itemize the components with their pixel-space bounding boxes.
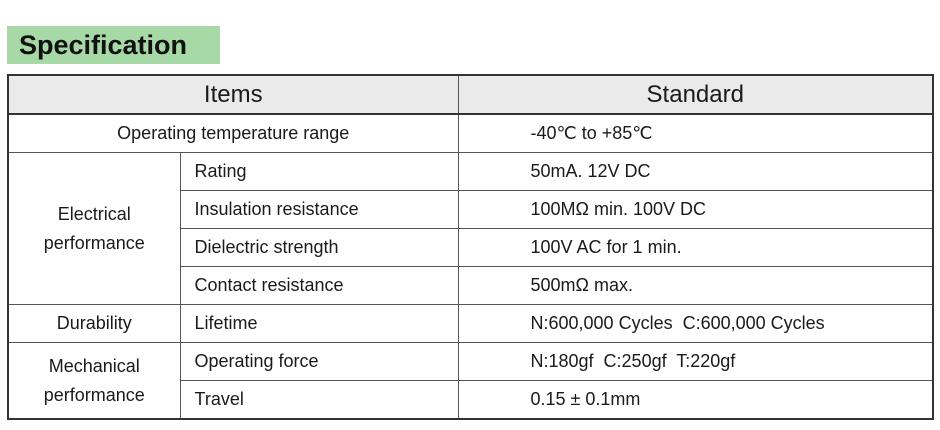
group-electrical-line2: performance [43, 232, 145, 253]
standard-insulation-resistance: 100MΩ min. 100V DC [457, 190, 934, 229]
table-row: Mechanical performance Operating force N… [7, 342, 934, 420]
section-heading: Specification [7, 26, 220, 64]
standard-operating-temperature: -40℃ to +85℃ [457, 113, 934, 153]
group-mechanical-line1: Mechanical [48, 355, 140, 376]
header-items: Items [7, 74, 459, 115]
header-standard: Standard [457, 74, 934, 115]
item-operating-force: Operating force [179, 342, 459, 381]
item-operating-temperature: Operating temperature range [7, 113, 459, 153]
table-row: Contact resistance 500mΩ max. [8, 266, 934, 305]
item-lifetime: Lifetime [179, 304, 459, 343]
table-row: Electrical performance Rating 50mA. 12V … [7, 152, 934, 305]
standard-dielectric-strength: 100V AC for 1 min. [457, 228, 934, 267]
standard-lifetime: N:600,000 Cycles C:600,000 Cycles [457, 304, 934, 343]
item-travel: Travel [179, 380, 459, 420]
item-contact-resistance: Contact resistance [179, 266, 459, 305]
standard-operating-force: N:180gf C:250gf T:220gf [457, 342, 934, 381]
item-dielectric-strength: Dielectric strength [179, 228, 459, 267]
group-mechanical-line2: performance [43, 384, 145, 405]
table-row: Insulation resistance 100MΩ min. 100V DC [8, 190, 934, 229]
item-insulation-resistance: Insulation resistance [179, 190, 459, 229]
group-electrical-performance: Electrical performance [7, 152, 181, 305]
group-durability: Durability [7, 304, 181, 343]
table-row: Operating temperature range -40℃ to +85℃ [7, 113, 934, 153]
standard-rating: 50mA. 12V DC [457, 152, 934, 191]
group-mechanical-performance: Mechanical performance [7, 342, 181, 420]
specification-table: Items Standard Operating temperature ran… [7, 74, 934, 420]
table-header-row: Items Standard [7, 74, 934, 115]
table-row: Dielectric strength 100V AC for 1 min. [8, 228, 934, 267]
table-row: Durability Lifetime N:600,000 Cycles C:6… [7, 304, 934, 343]
item-rating: Rating [179, 152, 459, 191]
group-electrical-line1: Electrical [57, 203, 131, 224]
table-row: Travel 0.15 ± 0.1mm [8, 380, 934, 420]
standard-travel: 0.15 ± 0.1mm [457, 380, 934, 420]
standard-contact-resistance: 500mΩ max. [457, 266, 934, 305]
